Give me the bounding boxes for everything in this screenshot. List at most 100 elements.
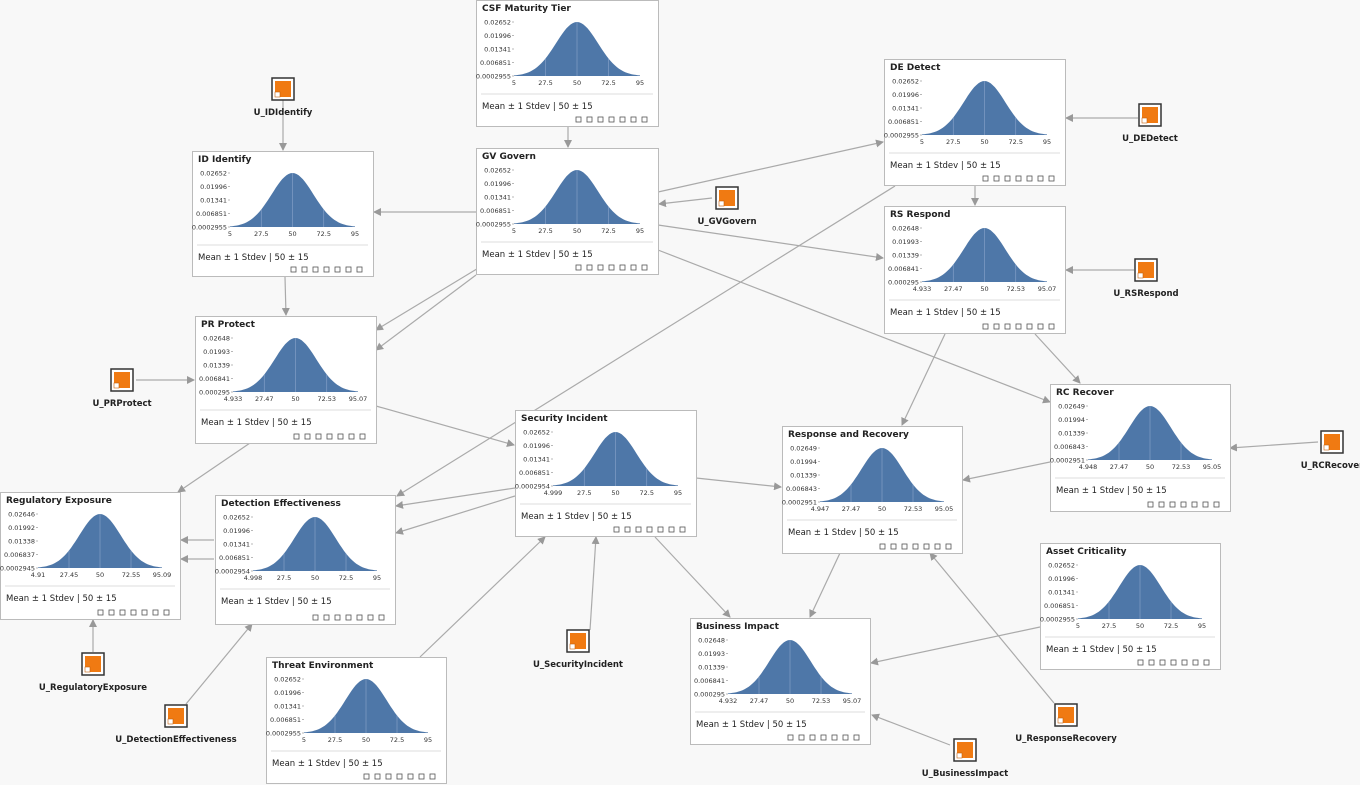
toolbar-icon[interactable] [787,734,794,741]
toolbar-icon[interactable] [1148,659,1155,666]
toolbar-icon[interactable] [842,734,849,741]
toolbar-icon[interactable] [668,526,675,533]
toolbar-icon[interactable] [1181,659,1188,666]
toolbar-icon[interactable] [1158,501,1165,508]
toolbar-icon[interactable] [597,264,604,271]
node-card[interactable]: Threat Environment 5 27.5 50 72.5 95 0.02652 0.… [266,657,447,784]
node-card[interactable]: Detection Effectiveness 4.998 27.5 50 72.5 95… [215,495,396,625]
toolbar-icon[interactable] [1137,659,1144,666]
toolbar-icon[interactable] [1048,175,1055,182]
toolbar-icon[interactable] [1170,659,1177,666]
toolbar-icon[interactable] [809,734,816,741]
toolbar-icon[interactable] [312,614,319,621]
toolbar-icon[interactable] [993,323,1000,330]
toolbar-icon[interactable] [345,266,352,273]
node-card[interactable]: Regulatory Exposure 4.91 27.45 50 72.55 95.09… [0,492,181,620]
toolbar-icon[interactable] [1169,501,1176,508]
utility-node[interactable]: U_ResponseRecovery [1015,703,1117,744]
toolbar-icon[interactable] [586,264,593,271]
toolbar-icon[interactable] [641,264,648,271]
toolbar-icon[interactable] [982,175,989,182]
toolbar-icon[interactable] [831,734,838,741]
node-card[interactable]: GV Govern 5 27.5 50 72.5 95 0.02652 0.01996 0.01… [476,148,659,275]
toolbar-icon[interactable] [901,543,908,550]
toolbar-icon[interactable] [359,433,366,440]
node-card[interactable]: RS Respond 4.933 27.47 50 72.53 95.07 0.02648 0… [884,206,1066,334]
utility-node[interactable]: U_GVGovern [697,186,757,227]
toolbar-icon[interactable] [619,264,626,271]
toolbar-icon[interactable] [1202,501,1209,508]
toolbar-icon[interactable] [945,543,952,550]
node-card[interactable]: PR Protect 4.933 27.47 50 72.53 95.07 0.02648 0… [195,316,377,444]
utility-node[interactable]: U_BusinessImpact [922,738,1009,779]
toolbar-icon[interactable] [641,116,648,123]
utility-node[interactable]: U_RCRecover [1301,430,1360,471]
toolbar-icon[interactable] [396,773,403,780]
toolbar-icon[interactable] [608,264,615,271]
toolbar-icon[interactable] [334,614,341,621]
toolbar-icon[interactable] [624,526,631,533]
node-card[interactable]: Security Incident 4.999 27.5 50 72.5 95 0.0265… [515,410,697,537]
toolbar-icon[interactable] [1015,175,1022,182]
toolbar-icon[interactable] [385,773,392,780]
toolbar-icon[interactable] [304,433,311,440]
toolbar-icon[interactable] [1026,323,1033,330]
toolbar-icon[interactable] [334,266,341,273]
node-card[interactable]: Asset Criticality 5 27.5 50 72.5 95 0.02652 0.0… [1040,543,1221,670]
toolbar-icon[interactable] [923,543,930,550]
toolbar-icon[interactable] [1015,323,1022,330]
toolbar-icon[interactable] [407,773,414,780]
node-card[interactable]: Response and Recovery 4.947 27.47 50 72.53 95… [782,426,963,554]
utility-node[interactable]: U_IDIdentify [254,77,313,118]
node-card[interactable]: DE Detect 5 27.5 50 72.5 95 0.02652 0.01996 0.01… [884,59,1066,186]
toolbar-icon[interactable] [912,543,919,550]
toolbar-icon[interactable] [934,543,941,550]
node-card[interactable]: Business Impact 4.932 27.47 50 72.53 95.07 0.0… [690,618,871,745]
toolbar-icon[interactable] [993,175,1000,182]
toolbar-icon[interactable] [163,609,170,616]
toolbar-icon[interactable] [1180,501,1187,508]
toolbar-icon[interactable] [152,609,159,616]
toolbar-icon[interactable] [378,614,385,621]
toolbar-icon[interactable] [323,614,330,621]
toolbar-icon[interactable] [367,614,374,621]
toolbar-icon[interactable] [1191,501,1198,508]
toolbar-icon[interactable] [363,773,370,780]
toolbar-icon[interactable] [315,433,322,440]
toolbar-icon[interactable] [356,266,363,273]
toolbar-icon[interactable] [301,266,308,273]
toolbar-icon[interactable] [1037,323,1044,330]
toolbar-icon[interactable] [798,734,805,741]
toolbar-icon[interactable] [820,734,827,741]
toolbar-icon[interactable] [1213,501,1220,508]
toolbar-icon[interactable] [293,433,300,440]
toolbar-icon[interactable] [130,609,137,616]
toolbar-icon[interactable] [326,433,333,440]
toolbar-icon[interactable] [646,526,653,533]
utility-node[interactable]: U_RSRespond [1113,258,1179,299]
toolbar-icon[interactable] [345,614,352,621]
node-card[interactable]: ID Identify 5 27.5 50 72.5 95 0.02652 0.01996 0.… [192,151,374,277]
utility-node[interactable]: U_PRProtect [92,368,152,409]
toolbar-icon[interactable] [575,264,582,271]
toolbar-icon[interactable] [879,543,886,550]
toolbar-icon[interactable] [679,526,686,533]
toolbar-icon[interactable] [853,734,860,741]
utility-node[interactable]: U_SecurityIncident [533,629,623,670]
toolbar-icon[interactable] [635,526,642,533]
toolbar-icon[interactable] [1026,175,1033,182]
utility-node[interactable]: U_RegulatoryExposure [39,652,147,693]
node-card[interactable]: RC Recover 4.948 27.47 50 72.53 95.05 0.02649 0… [1050,384,1231,512]
toolbar-icon[interactable] [97,609,104,616]
toolbar-icon[interactable] [374,773,381,780]
toolbar-icon[interactable] [657,526,664,533]
toolbar-icon[interactable] [1004,175,1011,182]
toolbar-icon[interactable] [418,773,425,780]
toolbar-icon[interactable] [608,116,615,123]
toolbar-icon[interactable] [356,614,363,621]
toolbar-icon[interactable] [1203,659,1210,666]
toolbar-icon[interactable] [1037,175,1044,182]
toolbar-icon[interactable] [348,433,355,440]
toolbar-icon[interactable] [429,773,436,780]
toolbar-icon[interactable] [630,264,637,271]
